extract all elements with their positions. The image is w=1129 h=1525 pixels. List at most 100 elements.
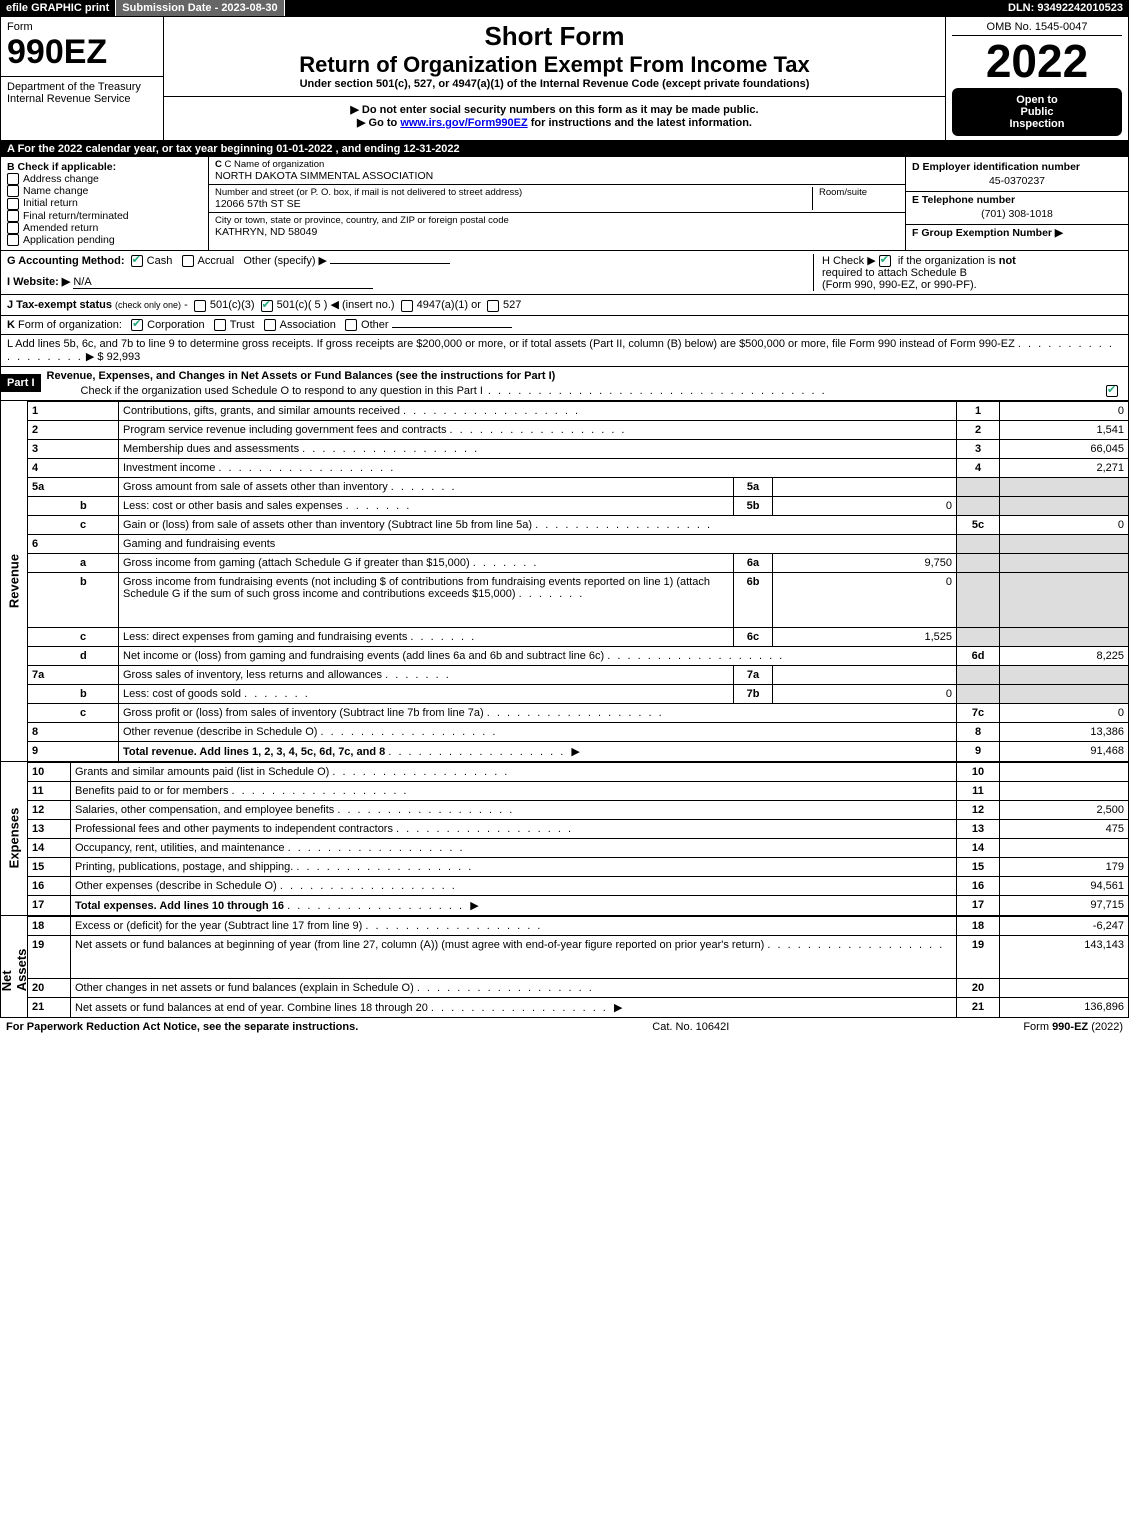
city-label: City or town, state or province, country…: [215, 215, 899, 226]
omb-number: OMB No. 1545-0047: [952, 21, 1122, 36]
irs-link[interactable]: www.irs.gov/Form990EZ: [400, 117, 527, 129]
return-title: Return of Organization Exempt From Incom…: [170, 52, 939, 78]
irs-label: Internal Revenue Service: [7, 93, 157, 105]
table-row: 2Program service revenue including gover…: [28, 420, 1129, 439]
short-form-title: Short Form: [170, 21, 939, 52]
table-row: aGross income from gaming (attach Schedu…: [28, 553, 1129, 572]
table-row: cLess: direct expenses from gaming and f…: [28, 627, 1129, 646]
open-public-badge: Open to Public Inspection: [952, 88, 1122, 136]
city-state-zip: KATHRYN, ND 58049: [215, 226, 899, 238]
chk-final-return[interactable]: Final return/terminated: [7, 210, 202, 222]
chk-schedule-b[interactable]: [879, 255, 891, 267]
table-row: bGross income from fundraising events (n…: [28, 572, 1129, 627]
chk-accrual[interactable]: [182, 255, 194, 267]
table-row: bLess: cost of goods sold 7b0: [28, 684, 1129, 703]
org-name-label: C C Name of organization: [215, 159, 899, 170]
chk-initial-return[interactable]: Initial return: [7, 197, 202, 209]
part-1-sub: Check if the organization used Schedule …: [81, 385, 1098, 397]
row-k: K Form of organization: Corporation Trus…: [0, 316, 1129, 335]
table-row: 1Contributions, gifts, grants, and simil…: [28, 401, 1129, 420]
table-row: 5aGross amount from sale of assets other…: [28, 477, 1129, 496]
net-side-label: Net Assets: [0, 916, 27, 1018]
table-row: 14Occupancy, rent, utilities, and mainte…: [28, 838, 1129, 857]
table-row: 13Professional fees and other payments t…: [28, 819, 1129, 838]
row-j: J Tax-exempt status (check only one) - 5…: [0, 295, 1129, 315]
net-assets-table: 18Excess or (deficit) for the year (Subt…: [27, 916, 1129, 1018]
telephone-label: E Telephone number: [912, 194, 1122, 206]
form-number: 990EZ: [7, 33, 157, 72]
dept-treasury: Department of the Treasury: [7, 81, 157, 93]
ssn-note: ▶ Do not enter social security numbers o…: [170, 103, 939, 116]
tax-year: 2022: [952, 38, 1122, 84]
column-b: B Check if applicable: Address change Na…: [1, 157, 209, 250]
expenses-side-label: Expenses: [0, 762, 27, 916]
table-row: 21Net assets or fund balances at end of …: [28, 997, 1129, 1017]
table-row: 9Total revenue. Add lines 1, 2, 3, 4, 5c…: [28, 741, 1129, 761]
column-c: C C Name of organization NORTH DAKOTA SI…: [209, 157, 906, 250]
header-center: Short Form Return of Organization Exempt…: [164, 17, 946, 140]
revenue-side-label: Revenue: [0, 401, 27, 762]
revenue-section: Revenue 1Contributions, gifts, grants, a…: [0, 401, 1129, 762]
table-row: 11Benefits paid to or for members 11: [28, 781, 1129, 800]
part-1-badge: Part I: [1, 374, 41, 392]
website-value: N/A: [73, 276, 373, 289]
table-row: 12Salaries, other compensation, and empl…: [28, 800, 1129, 819]
form-word: Form: [7, 21, 157, 33]
part-1-title: Revenue, Expenses, and Changes in Net As…: [41, 367, 1128, 385]
revenue-table: 1Contributions, gifts, grants, and simil…: [27, 401, 1129, 762]
table-row: 4Investment income 42,271: [28, 458, 1129, 477]
row-l: L Add lines 5b, 6c, and 7b to line 9 to …: [0, 335, 1129, 367]
chk-address-change[interactable]: Address change: [7, 173, 202, 185]
table-row: 6Gaming and fundraising events: [28, 534, 1129, 553]
table-row: 20Other changes in net assets or fund ba…: [28, 978, 1129, 997]
top-bar: efile GRAPHIC print Submission Date - 20…: [0, 0, 1129, 17]
org-name: NORTH DAKOTA SIMMENTAL ASSOCIATION: [215, 170, 899, 182]
efile-label[interactable]: efile GRAPHIC print: [0, 0, 116, 16]
subtitle: Under section 501(c), 527, or 4947(a)(1)…: [170, 78, 939, 90]
chk-amended-return[interactable]: Amended return: [7, 222, 202, 234]
table-row: 8Other revenue (describe in Schedule O) …: [28, 722, 1129, 741]
row-h: H Check ▶ if the organization is not req…: [813, 254, 1122, 291]
table-row: 18Excess or (deficit) for the year (Subt…: [28, 916, 1129, 935]
telephone-value: (701) 308-1018: [906, 208, 1128, 225]
ein-value: 45-0370237: [906, 175, 1128, 192]
website-label: I Website: ▶: [7, 276, 70, 288]
accounting-method: G Accounting Method: Cash Accrual Other …: [7, 254, 813, 291]
footer-right: Form 990-EZ (2022): [1023, 1021, 1123, 1033]
chk-application-pending[interactable]: Application pending: [7, 234, 202, 246]
table-row: cGross profit or (loss) from sales of in…: [28, 703, 1129, 722]
table-row: 7aGross sales of inventory, less returns…: [28, 665, 1129, 684]
footer-left: For Paperwork Reduction Act Notice, see …: [6, 1021, 358, 1033]
table-row: 17Total expenses. Add lines 10 through 1…: [28, 895, 1129, 915]
net-assets-section: Net Assets 18Excess or (deficit) for the…: [0, 916, 1129, 1018]
table-row: 3Membership dues and assessments 366,045: [28, 439, 1129, 458]
chk-cash[interactable]: [131, 255, 143, 267]
ein-label: D Employer identification number: [912, 161, 1122, 173]
table-row: 19Net assets or fund balances at beginni…: [28, 935, 1129, 978]
expenses-table: 10Grants and similar amounts paid (list …: [27, 762, 1129, 916]
expenses-section: Expenses 10Grants and similar amounts pa…: [0, 762, 1129, 916]
form-header: Form 990EZ Department of the Treasury In…: [0, 17, 1129, 141]
table-row: bLess: cost or other basis and sales exp…: [28, 496, 1129, 515]
row-g-h: G Accounting Method: Cash Accrual Other …: [0, 251, 1129, 295]
org-info-block: B Check if applicable: Address change Na…: [0, 157, 1129, 251]
group-exemption-label: F Group Exemption Number ▶: [912, 227, 1122, 239]
col-b-header: B Check if applicable:: [7, 161, 202, 173]
chk-schedule-o[interactable]: [1106, 385, 1118, 397]
street-label: Number and street (or P. O. box, if mail…: [215, 187, 806, 198]
row-a-tax-year: A For the 2022 calendar year, or tax yea…: [0, 141, 1129, 157]
header-left: Form 990EZ Department of the Treasury In…: [1, 17, 164, 140]
page-footer: For Paperwork Reduction Act Notice, see …: [0, 1018, 1129, 1036]
street-address: 12066 57th ST SE: [215, 198, 806, 210]
table-row: 15Printing, publications, postage, and s…: [28, 857, 1129, 876]
chk-name-change[interactable]: Name change: [7, 185, 202, 197]
gross-receipts: 92,993: [107, 351, 141, 363]
footer-cat-no: Cat. No. 10642I: [652, 1021, 729, 1033]
column-d: D Employer identification number 45-0370…: [906, 157, 1128, 250]
part-1-header-row: Part I Revenue, Expenses, and Changes in…: [0, 367, 1129, 401]
goto-note: ▶ Go to www.irs.gov/Form990EZ for instru…: [170, 116, 939, 129]
room-suite-label: Room/suite: [813, 187, 899, 210]
table-row: dNet income or (loss) from gaming and fu…: [28, 646, 1129, 665]
table-row: 16Other expenses (describe in Schedule O…: [28, 876, 1129, 895]
submission-date: Submission Date - 2023-08-30: [116, 0, 284, 16]
